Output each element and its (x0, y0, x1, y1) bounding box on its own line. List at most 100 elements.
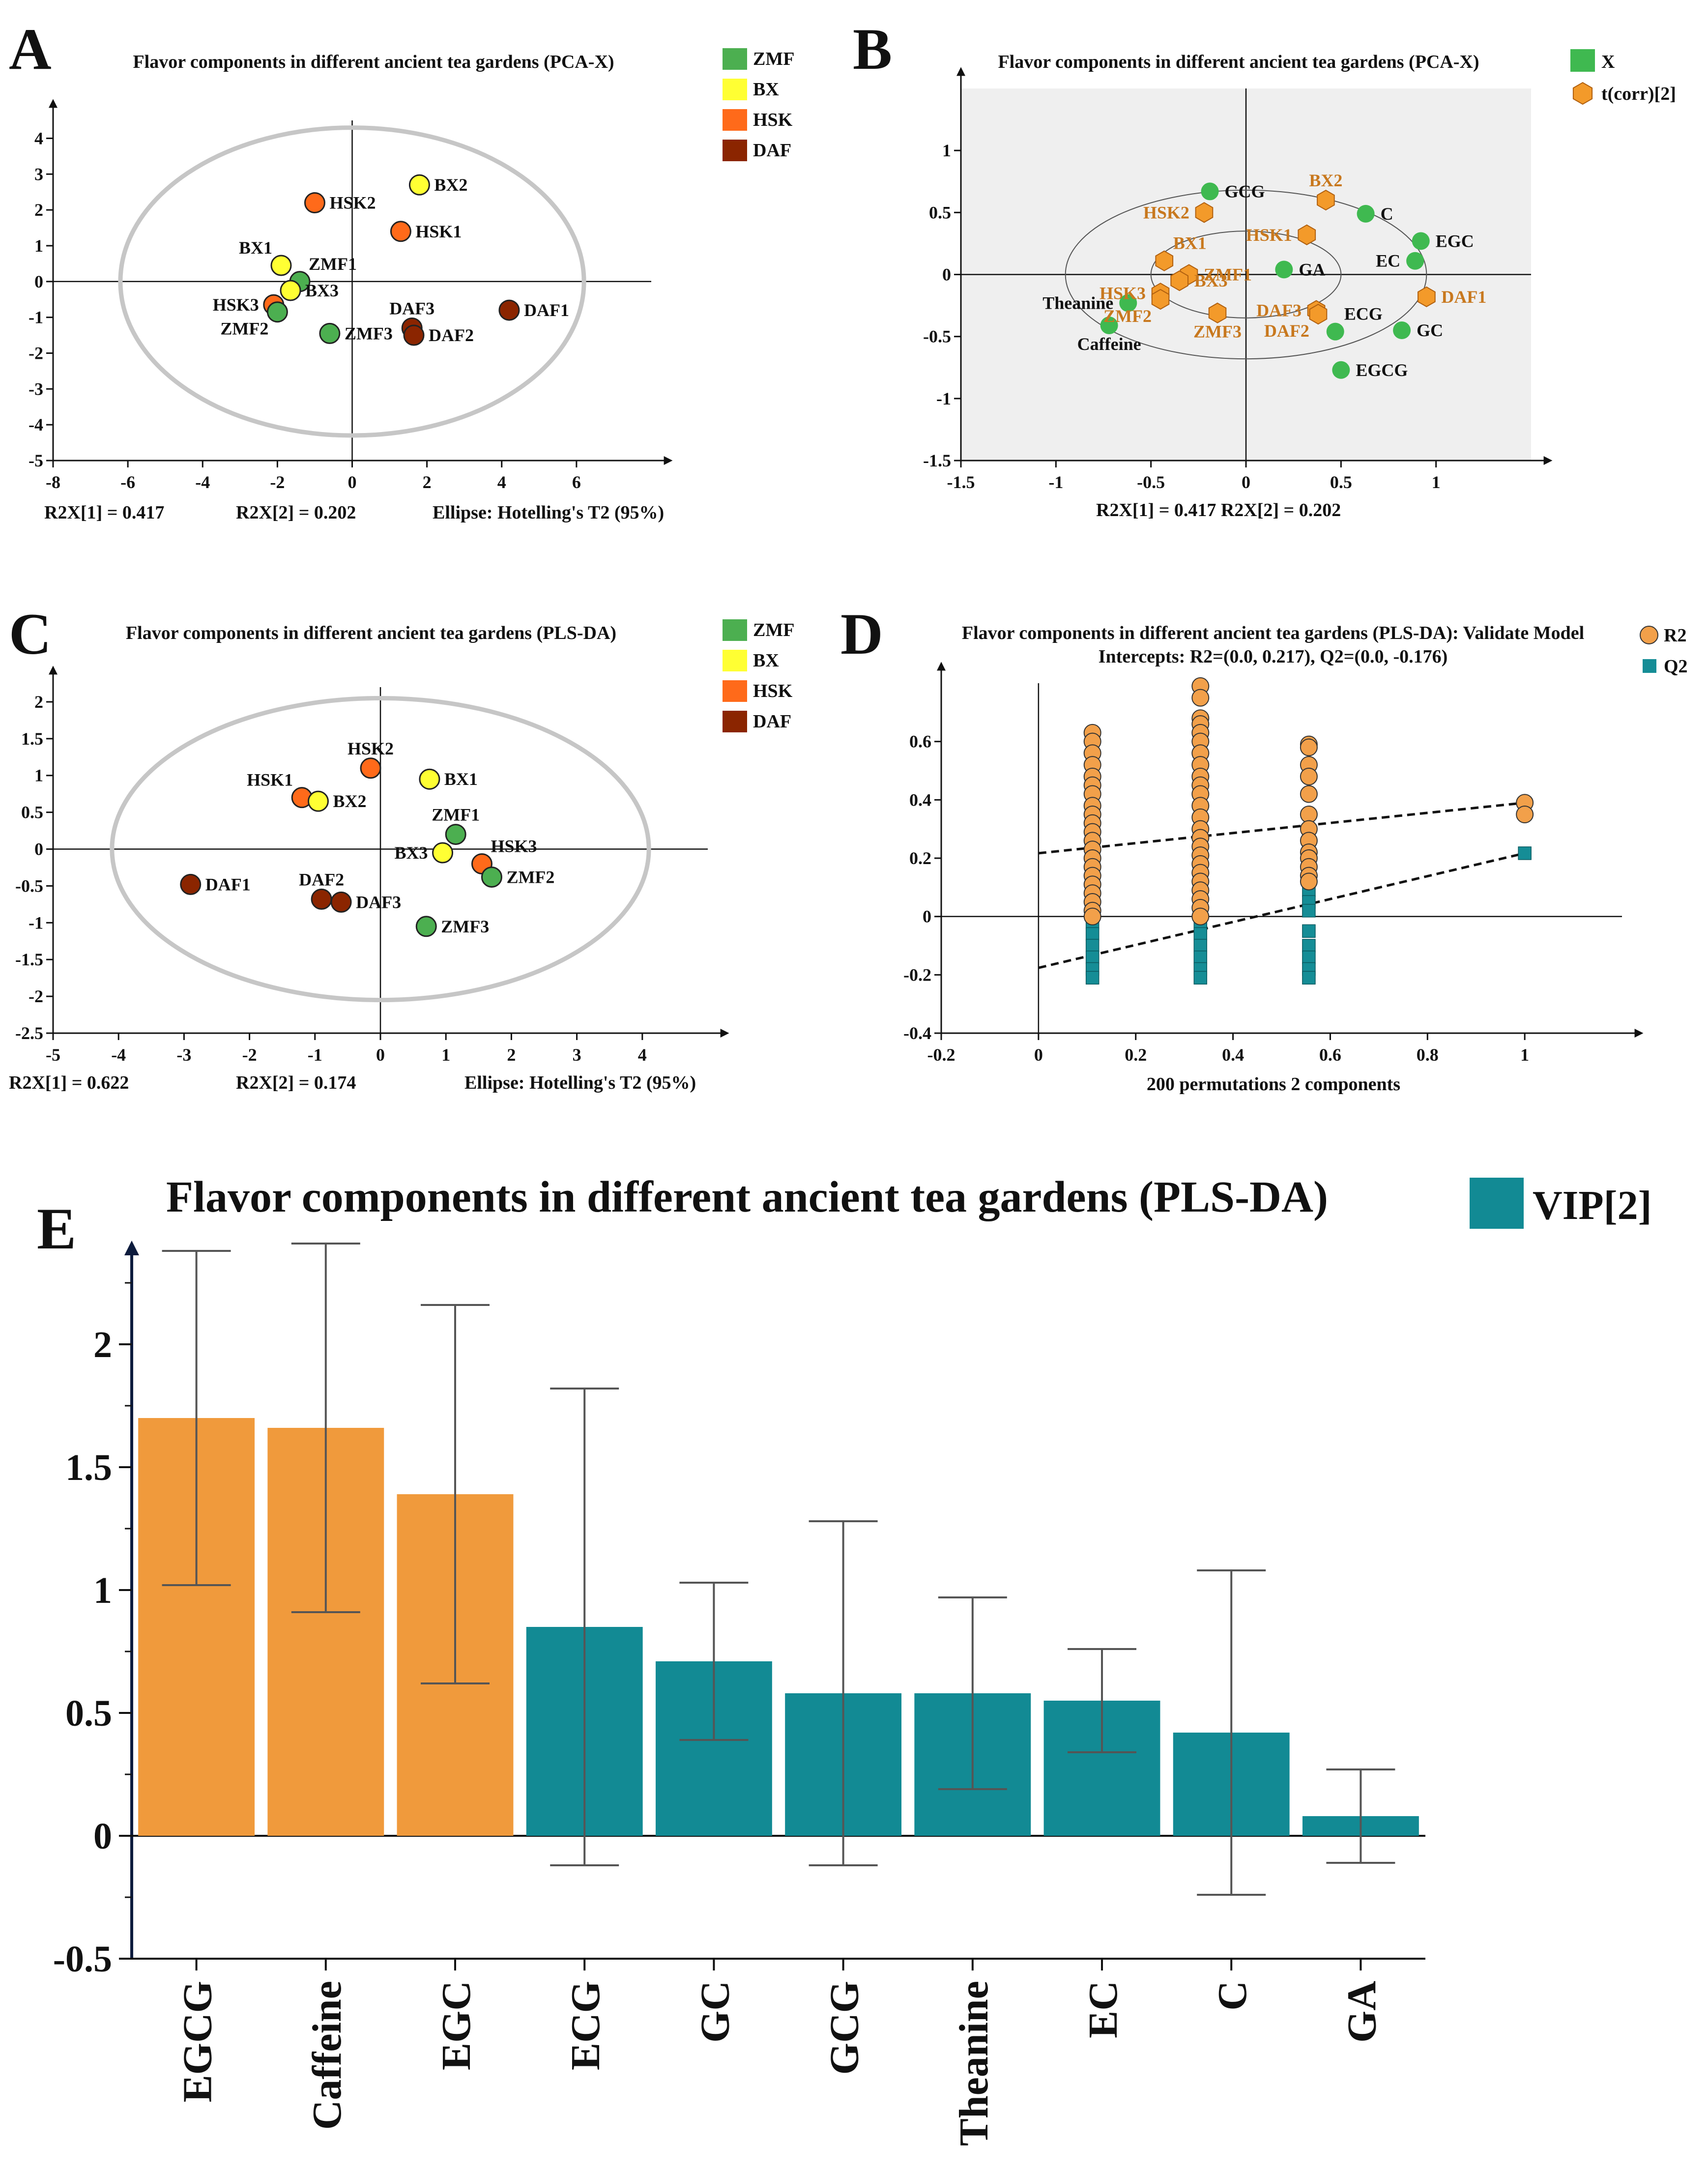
score-point-daf2 (403, 324, 425, 346)
score-label-bx3: BX3 (395, 843, 428, 863)
q2-point (1193, 939, 1208, 953)
x-category-label-egc: EGC (434, 1981, 479, 2070)
hotelling-t2-ellipse (118, 125, 586, 438)
y-tick-label: -0.5 (53, 1939, 112, 1980)
score-label-zmf1: ZMF1 (432, 805, 480, 825)
legend-swatch-x (1570, 49, 1595, 72)
correlation-ring-1 (1150, 231, 1342, 319)
tcorr-label-hsk3: HSK3 (1100, 283, 1146, 303)
score-point-zmf3 (415, 916, 437, 937)
x-tick-label: -6 (120, 472, 135, 492)
y-tick-label: -0.2 (903, 965, 931, 985)
x-tick-label: 1 (441, 1045, 450, 1065)
legend-swatch-r2 (1640, 626, 1658, 644)
legend-swatch-bx (723, 79, 747, 100)
y-tick-label: 1 (942, 141, 951, 160)
y-tick-label: -1 (936, 389, 951, 408)
panel-b-title: Flavor components in different ancient t… (998, 52, 1479, 72)
loading-label-caffeine: Caffeine (1077, 334, 1141, 354)
panel-a-footer-r2x1: R2X[1] = 0.417 (44, 502, 164, 523)
panel-a-footer-r2x2: R2X[2] = 0.202 (236, 502, 356, 523)
y-tick-label: -4 (29, 415, 43, 434)
loading-point-caffeine (1100, 316, 1118, 334)
tcorr-label-daf3: DAF3 (1256, 301, 1302, 320)
score-label-zmf3: ZMF3 (345, 323, 393, 343)
score-point-bx2 (408, 174, 430, 196)
panel-a-pca-scores: A Flavor components in different ancient… (9, 16, 794, 523)
y-tick-label: 1 (34, 236, 43, 256)
score-point-bx3 (280, 280, 301, 301)
axes: -1.5 -1 -0.5 0 0.5 1 -1.5 -1 -0.5 0 0.5 1 (923, 67, 1553, 492)
loading-point-gcg (1201, 182, 1219, 201)
tcorr-point-daf2 (1309, 304, 1328, 325)
loading-point-egcg (1332, 361, 1350, 379)
error-bar-ec (1068, 1648, 1136, 1753)
legend-label-r2: R2 (1664, 625, 1686, 646)
panel-letter-c: C (9, 601, 52, 666)
score-label-daf3: DAF3 (356, 892, 401, 912)
loading-label-ec: EC (1376, 251, 1400, 271)
score-label-hsk2: HSK2 (347, 739, 394, 758)
score-point-zmf2 (266, 301, 288, 323)
score-label-bx3: BX3 (305, 281, 339, 300)
score-label-hsk1: HSK1 (247, 770, 293, 790)
x-tick-label: -3 (176, 1045, 191, 1065)
y-tick-label: -1.5 (923, 451, 951, 470)
score-label-zmf3: ZMF3 (441, 917, 489, 936)
r2-point (1083, 907, 1101, 926)
score-point-daf1 (180, 873, 202, 895)
q2-point (1302, 924, 1316, 938)
error-bar-theanine (938, 1596, 1007, 1790)
y-tick-label: 2 (34, 692, 43, 712)
x-category-label-theanine: Theanine (951, 1981, 997, 2146)
panel-b-footer: R2X[1] = 0.417 R2X[2] = 0.202 (1096, 500, 1341, 521)
legend-label-hsk: HSK (753, 110, 793, 130)
score-point-zmf2 (481, 866, 502, 888)
score-label-hsk3: HSK3 (213, 295, 259, 315)
legend-swatch-zmf (723, 619, 747, 641)
x-tick-label: 0 (1242, 472, 1250, 492)
loading-label-ga: GA (1299, 260, 1325, 279)
legend-label-bx: BX (753, 650, 779, 671)
y-tick-label: 0.6 (909, 732, 931, 752)
x-tick-label: 1 (1432, 472, 1441, 492)
panel-c-footer-r2x1: R2X[1] = 0.622 (9, 1072, 129, 1093)
error-bar-egc (421, 1304, 490, 1684)
legend-label-daf: DAF (753, 140, 791, 161)
x-tick-label: 0 (1034, 1045, 1043, 1065)
error-bar-ecg (550, 1388, 619, 1866)
y-tick-label: -1.5 (15, 950, 43, 969)
error-bar-gcg (809, 1520, 878, 1866)
x-tick-label: -0.5 (1137, 472, 1165, 492)
x-tick-label: 6 (572, 472, 581, 492)
panel-c-footer-r2x2: R2X[2] = 0.174 (236, 1072, 356, 1093)
panel-letter-e: E (37, 1196, 76, 1261)
score-label-bx1: BX1 (239, 238, 272, 258)
score-point-daf2 (311, 888, 332, 910)
x-tick-label: 0.2 (1125, 1045, 1147, 1065)
axes: -8 -6 -4 -2 0 2 4 6 -5 -4 -3 -2 -1 0 1 2 3 4 (29, 99, 673, 492)
q2-point (1193, 971, 1208, 985)
score-point-daf1 (498, 299, 520, 321)
score-label-zmf1: ZMF1 (309, 254, 357, 274)
panel-a-plot: -8 -6 -4 -2 0 2 4 6 -5 -4 -3 -2 -1 0 1 2 3 4 HSK2 BX2 HSK1 BX… (29, 99, 673, 492)
r2-point (1300, 738, 1318, 756)
legend-label-x: X (1601, 52, 1615, 72)
tcorr-label-bx3: BX3 (1194, 271, 1228, 290)
score-point-bx2 (307, 790, 329, 812)
q2-point (1302, 904, 1316, 918)
tcorr-label-zmf1: ZMF1 (1204, 265, 1252, 285)
q2-point (1518, 846, 1532, 860)
q2-point (1193, 927, 1208, 941)
panel-d-plot: -0.2 0 0.2 0.4 0.6 0.8 1-0.4-0.200.20.40.6 (903, 662, 1644, 1065)
panel-d-permutation-test: D Flavor components in different ancient… (840, 601, 1688, 1095)
r2-point (1191, 689, 1210, 707)
score-point-bx1 (270, 255, 292, 276)
score-label-zmf2: ZMF2 (506, 867, 554, 887)
score-label-bx2: BX2 (434, 175, 467, 195)
x-tick-label: 4 (638, 1045, 647, 1065)
y-tick-label: 3 (34, 164, 43, 184)
x-tick-label: 0.8 (1417, 1045, 1439, 1065)
loading-label-egc: EGC (1436, 231, 1474, 251)
tcorr-point-bx1 (1155, 250, 1174, 271)
